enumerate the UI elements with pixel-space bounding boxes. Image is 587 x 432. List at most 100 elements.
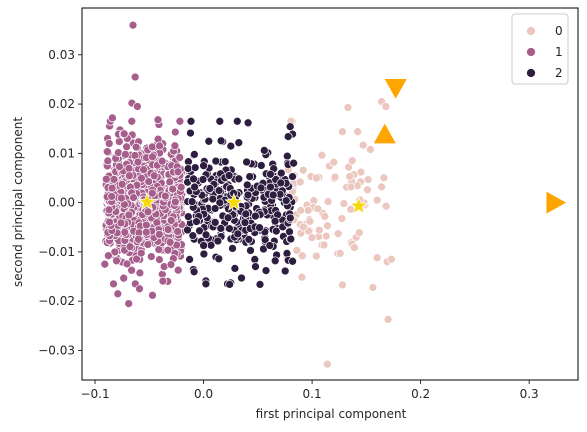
point-series-0 <box>345 172 355 181</box>
point-series-2 <box>211 156 221 166</box>
point-series-2 <box>280 266 290 276</box>
point-series-2 <box>271 226 281 236</box>
point-series-1 <box>109 279 118 289</box>
point-series-0 <box>372 195 382 205</box>
point-series-1 <box>129 193 138 202</box>
y-tick-label: −0.02 <box>38 294 75 308</box>
point-series-0 <box>338 280 347 290</box>
y-axis-label: second principal component <box>11 117 25 287</box>
point-series-0 <box>379 173 389 183</box>
point-series-2 <box>205 184 215 193</box>
point-series-1 <box>136 248 146 258</box>
point-series-1 <box>170 197 180 207</box>
point-series-1 <box>143 240 153 249</box>
point-series-2 <box>198 175 208 184</box>
point-series-1 <box>122 259 132 269</box>
point-series-0 <box>381 102 391 111</box>
point-series-0 <box>377 182 386 192</box>
point-series-0 <box>350 243 359 252</box>
point-series-0 <box>335 249 345 258</box>
point-series-0 <box>329 157 339 167</box>
x-axis: −0.1 0.0 0.1 0.2 0.3 <box>80 380 539 401</box>
centroid-star-2 <box>349 195 369 215</box>
point-series-1 <box>107 183 117 193</box>
point-series-2 <box>189 174 198 184</box>
point-series-1 <box>175 153 185 162</box>
legend-marker <box>526 68 536 78</box>
point-series-1 <box>119 129 129 139</box>
point-series-2 <box>241 209 251 219</box>
point-series-0 <box>314 225 324 235</box>
point-series-2 <box>192 217 201 226</box>
point-series-0 <box>317 150 327 160</box>
point-series-1 <box>104 205 114 215</box>
point-series-1 <box>100 259 110 269</box>
point-series-1 <box>137 173 146 183</box>
point-series-1 <box>124 299 134 308</box>
point-series-1 <box>127 265 136 275</box>
point-series-2 <box>256 183 266 193</box>
point-series-1 <box>158 276 168 286</box>
point-series-1 <box>112 256 121 266</box>
legend-box <box>511 13 569 85</box>
point-series-1 <box>134 234 143 244</box>
x-tick-label: 0.3 <box>520 387 539 401</box>
point-series-1 <box>147 188 157 198</box>
centroid-star-0 <box>137 191 157 211</box>
point-series-0 <box>323 197 333 206</box>
point-series-2 <box>206 240 216 250</box>
legend-entry-2: 2 <box>526 66 563 80</box>
y-tick-label: 0.00 <box>48 196 75 210</box>
point-series-1 <box>122 142 131 152</box>
point-series-0 <box>319 240 329 250</box>
point-series-1 <box>170 141 180 151</box>
point-series-2 <box>285 122 295 132</box>
point-series-1 <box>176 182 186 192</box>
point-series-1 <box>144 177 154 186</box>
point-series-2 <box>276 178 286 188</box>
point-series-2 <box>223 213 233 223</box>
point-series-1 <box>173 265 183 275</box>
point-series-1 <box>115 162 124 171</box>
point-series-1 <box>166 260 176 269</box>
point-series-2 <box>204 136 214 146</box>
point-series-0 <box>368 283 378 292</box>
point-series-1 <box>104 139 114 148</box>
point-series-0 <box>292 246 302 255</box>
point-series-0 <box>338 127 347 137</box>
point-series-0 <box>321 231 331 241</box>
point-series-2 <box>250 255 260 264</box>
point-series-0 <box>366 145 375 154</box>
point-series-1 <box>103 156 113 166</box>
point-series-1 <box>108 113 117 123</box>
point-series-1 <box>148 152 157 162</box>
point-series-2 <box>216 136 226 146</box>
x-tick-label: 0.0 <box>194 387 213 401</box>
point-series-2 <box>188 231 198 240</box>
point-series-0 <box>354 228 364 238</box>
point-series-2 <box>199 161 208 171</box>
x-axis-label: first principal component <box>256 407 407 421</box>
point-series-2 <box>232 116 242 126</box>
point-series-1 <box>107 192 117 201</box>
point-series-2 <box>215 198 225 208</box>
point-series-0 <box>312 173 321 183</box>
point-series-2 <box>210 204 220 213</box>
point-series-2 <box>266 182 275 192</box>
point-series-2 <box>261 266 271 275</box>
point-series-2 <box>243 190 253 200</box>
point-series-2 <box>268 190 278 200</box>
point-series-0 <box>298 165 308 175</box>
point-series-2 <box>195 226 204 236</box>
point-series-2 <box>226 141 236 151</box>
point-series-2 <box>234 138 244 148</box>
point-series-0 <box>307 233 317 242</box>
point-series-2 <box>251 262 260 271</box>
point-series-2 <box>266 169 275 179</box>
series-2 <box>183 116 298 289</box>
point-series-1 <box>141 227 151 237</box>
point-series-1 <box>146 252 156 261</box>
point-series-0 <box>339 199 349 208</box>
point-series-1 <box>173 167 183 177</box>
point-series-2 <box>215 116 225 126</box>
